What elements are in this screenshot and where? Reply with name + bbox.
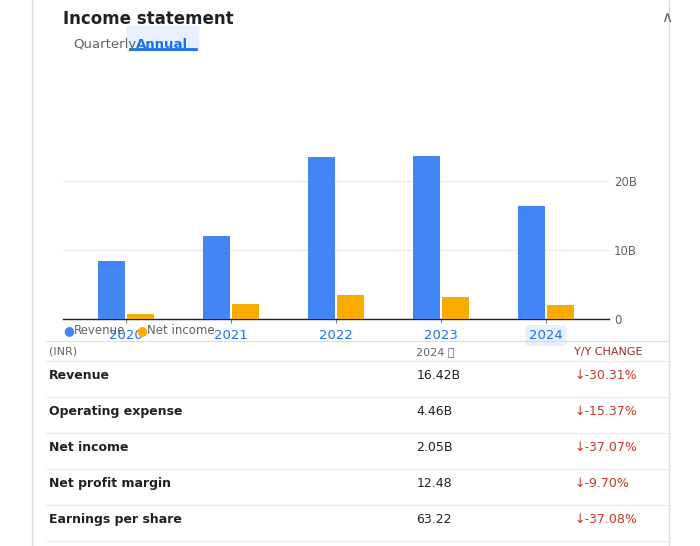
Text: Net profit margin: Net profit margin — [49, 477, 171, 490]
Text: Net income: Net income — [49, 441, 129, 454]
Text: ●: ● — [63, 324, 74, 337]
Text: ↓-30.31%: ↓-30.31% — [574, 369, 636, 382]
Bar — [204, 236, 230, 319]
Text: Income statement: Income statement — [63, 10, 234, 28]
Text: Revenue: Revenue — [74, 324, 125, 337]
Text: (INR): (INR) — [49, 347, 77, 357]
Bar — [309, 157, 335, 319]
Text: Earnings per share: Earnings per share — [49, 513, 182, 526]
Bar — [519, 206, 545, 319]
Text: 16.42B: 16.42B — [416, 369, 461, 382]
Text: 2024 ⓘ: 2024 ⓘ — [416, 347, 455, 357]
Text: 12.48: 12.48 — [416, 477, 452, 490]
Text: 4.46B: 4.46B — [416, 405, 453, 418]
Bar — [337, 295, 363, 319]
Text: Net income: Net income — [147, 324, 215, 337]
Text: ↓-15.37%: ↓-15.37% — [574, 405, 637, 418]
Text: ●: ● — [136, 324, 148, 337]
Text: ∧: ∧ — [661, 10, 672, 25]
Bar — [442, 297, 468, 319]
Bar — [232, 304, 258, 319]
Bar — [99, 260, 125, 319]
Text: Revenue: Revenue — [49, 369, 110, 382]
Bar — [127, 314, 153, 319]
Text: 63.22: 63.22 — [416, 513, 452, 526]
Text: 2.05B: 2.05B — [416, 441, 453, 454]
Text: Y/Y CHANGE: Y/Y CHANGE — [574, 347, 643, 357]
Text: Annual: Annual — [136, 38, 188, 51]
Text: Quarterly: Quarterly — [74, 38, 136, 51]
Text: ↓-37.07%: ↓-37.07% — [574, 441, 637, 454]
Bar — [547, 305, 573, 319]
Text: Operating expense: Operating expense — [49, 405, 183, 418]
Bar — [414, 156, 440, 319]
Text: ↓-37.08%: ↓-37.08% — [574, 513, 637, 526]
Text: ↓-9.70%: ↓-9.70% — [574, 477, 629, 490]
